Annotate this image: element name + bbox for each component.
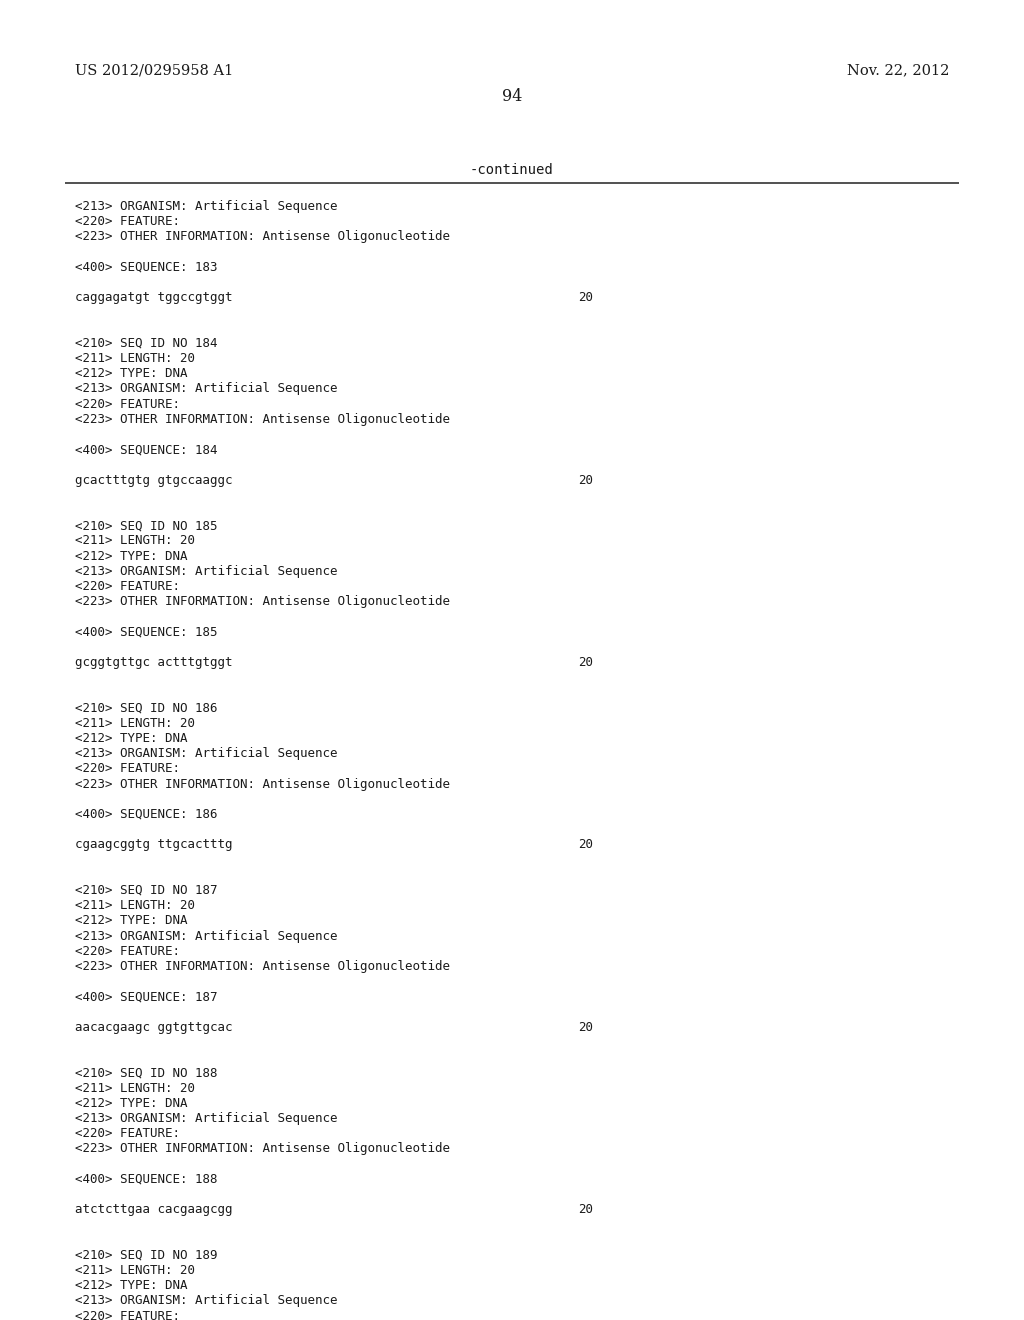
Text: <220> FEATURE:: <220> FEATURE: (75, 1309, 180, 1320)
Text: 20: 20 (578, 656, 593, 669)
Text: <211> LENGTH: 20: <211> LENGTH: 20 (75, 535, 195, 548)
Text: <210> SEQ ID NO 185: <210> SEQ ID NO 185 (75, 519, 217, 532)
Text: atctcttgaa cacgaagcgg: atctcttgaa cacgaagcgg (75, 1204, 232, 1216)
Text: <223> OTHER INFORMATION: Antisense Oligonucleotide: <223> OTHER INFORMATION: Antisense Oligo… (75, 413, 450, 426)
Text: <213> ORGANISM: Artificial Sequence: <213> ORGANISM: Artificial Sequence (75, 1295, 338, 1307)
Text: <223> OTHER INFORMATION: Antisense Oligonucleotide: <223> OTHER INFORMATION: Antisense Oligo… (75, 231, 450, 243)
Text: <220> FEATURE:: <220> FEATURE: (75, 397, 180, 411)
Text: <220> FEATURE:: <220> FEATURE: (75, 945, 180, 958)
Text: <213> ORGANISM: Artificial Sequence: <213> ORGANISM: Artificial Sequence (75, 383, 338, 396)
Text: <223> OTHER INFORMATION: Antisense Oligonucleotide: <223> OTHER INFORMATION: Antisense Oligo… (75, 777, 450, 791)
Text: 20: 20 (578, 1020, 593, 1034)
Text: US 2012/0295958 A1: US 2012/0295958 A1 (75, 63, 233, 77)
Text: -continued: -continued (470, 162, 554, 177)
Text: <400> SEQUENCE: 186: <400> SEQUENCE: 186 (75, 808, 217, 821)
Text: <210> SEQ ID NO 187: <210> SEQ ID NO 187 (75, 884, 217, 898)
Text: <213> ORGANISM: Artificial Sequence: <213> ORGANISM: Artificial Sequence (75, 929, 338, 942)
Text: aacacgaagc ggtgttgcac: aacacgaagc ggtgttgcac (75, 1020, 232, 1034)
Text: gcggtgttgc actttgtggt: gcggtgttgc actttgtggt (75, 656, 232, 669)
Text: <212> TYPE: DNA: <212> TYPE: DNA (75, 1097, 187, 1110)
Text: <211> LENGTH: 20: <211> LENGTH: 20 (75, 1265, 195, 1276)
Text: <223> OTHER INFORMATION: Antisense Oligonucleotide: <223> OTHER INFORMATION: Antisense Oligo… (75, 960, 450, 973)
Text: <213> ORGANISM: Artificial Sequence: <213> ORGANISM: Artificial Sequence (75, 1111, 338, 1125)
Text: <213> ORGANISM: Artificial Sequence: <213> ORGANISM: Artificial Sequence (75, 565, 338, 578)
Text: <223> OTHER INFORMATION: Antisense Oligonucleotide: <223> OTHER INFORMATION: Antisense Oligo… (75, 595, 450, 609)
Text: <210> SEQ ID NO 189: <210> SEQ ID NO 189 (75, 1249, 217, 1262)
Text: Nov. 22, 2012: Nov. 22, 2012 (847, 63, 949, 77)
Text: <220> FEATURE:: <220> FEATURE: (75, 579, 180, 593)
Text: <210> SEQ ID NO 188: <210> SEQ ID NO 188 (75, 1067, 217, 1080)
Text: 94: 94 (502, 88, 522, 106)
Text: <212> TYPE: DNA: <212> TYPE: DNA (75, 549, 187, 562)
Text: <211> LENGTH: 20: <211> LENGTH: 20 (75, 1081, 195, 1094)
Text: cgaagcggtg ttgcactttg: cgaagcggtg ttgcactttg (75, 838, 232, 851)
Text: caggagatgt tggccgtggt: caggagatgt tggccgtggt (75, 292, 232, 304)
Text: <212> TYPE: DNA: <212> TYPE: DNA (75, 367, 187, 380)
Text: <400> SEQUENCE: 188: <400> SEQUENCE: 188 (75, 1172, 217, 1185)
Text: <212> TYPE: DNA: <212> TYPE: DNA (75, 733, 187, 744)
Text: 20: 20 (578, 292, 593, 304)
Text: <220> FEATURE:: <220> FEATURE: (75, 1127, 180, 1140)
Text: gcactttgtg gtgccaaggc: gcactttgtg gtgccaaggc (75, 474, 232, 487)
Text: <211> LENGTH: 20: <211> LENGTH: 20 (75, 717, 195, 730)
Text: <223> OTHER INFORMATION: Antisense Oligonucleotide: <223> OTHER INFORMATION: Antisense Oligo… (75, 1142, 450, 1155)
Text: <213> ORGANISM: Artificial Sequence: <213> ORGANISM: Artificial Sequence (75, 201, 338, 213)
Text: <213> ORGANISM: Artificial Sequence: <213> ORGANISM: Artificial Sequence (75, 747, 338, 760)
Text: 20: 20 (578, 838, 593, 851)
Text: 20: 20 (578, 474, 593, 487)
Text: <211> LENGTH: 20: <211> LENGTH: 20 (75, 352, 195, 366)
Text: <210> SEQ ID NO 184: <210> SEQ ID NO 184 (75, 337, 217, 350)
Text: <400> SEQUENCE: 184: <400> SEQUENCE: 184 (75, 444, 217, 457)
Text: 20: 20 (578, 1204, 593, 1216)
Text: <220> FEATURE:: <220> FEATURE: (75, 215, 180, 228)
Text: <212> TYPE: DNA: <212> TYPE: DNA (75, 1279, 187, 1292)
Text: <400> SEQUENCE: 185: <400> SEQUENCE: 185 (75, 626, 217, 639)
Text: <220> FEATURE:: <220> FEATURE: (75, 763, 180, 775)
Text: <400> SEQUENCE: 187: <400> SEQUENCE: 187 (75, 990, 217, 1003)
Text: <211> LENGTH: 20: <211> LENGTH: 20 (75, 899, 195, 912)
Text: <400> SEQUENCE: 183: <400> SEQUENCE: 183 (75, 261, 217, 273)
Text: <210> SEQ ID NO 186: <210> SEQ ID NO 186 (75, 702, 217, 714)
Text: <212> TYPE: DNA: <212> TYPE: DNA (75, 915, 187, 928)
